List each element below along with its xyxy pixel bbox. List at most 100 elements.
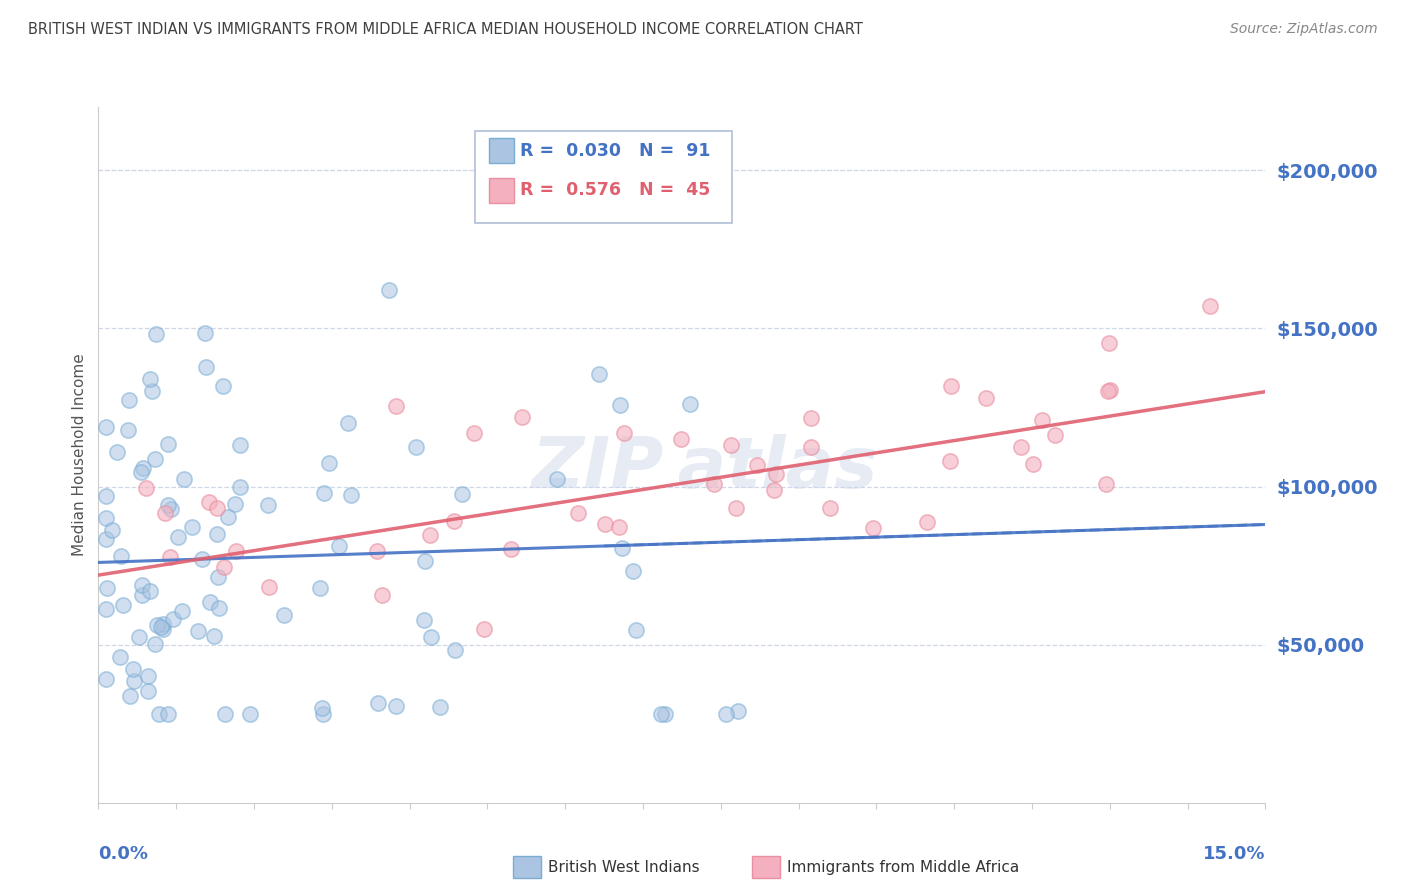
Point — [405, 440, 427, 454]
Point — [311, 701, 333, 715]
Point — [96, 420, 118, 434]
Point — [613, 426, 636, 441]
Point — [120, 690, 142, 704]
Point — [117, 393, 139, 408]
Point — [610, 541, 633, 555]
Point — [318, 457, 340, 471]
Point — [1097, 384, 1119, 399]
Point — [340, 488, 363, 502]
Point — [1043, 427, 1066, 442]
Point — [366, 543, 388, 558]
Point — [259, 580, 281, 594]
Point — [181, 520, 204, 534]
Point — [624, 623, 647, 637]
Point — [190, 551, 212, 566]
Point — [211, 379, 233, 393]
Point — [415, 554, 437, 568]
Point — [443, 642, 465, 657]
Point — [153, 506, 176, 520]
Point — [96, 672, 118, 686]
Point — [669, 432, 692, 446]
Text: R =  0.576   N =  45: R = 0.576 N = 45 — [520, 181, 710, 199]
Point — [413, 613, 436, 627]
Point — [111, 599, 134, 613]
Point — [194, 359, 217, 374]
Point — [108, 650, 131, 665]
Point — [384, 699, 406, 714]
Point — [129, 466, 152, 480]
Point — [173, 472, 195, 486]
Point — [143, 452, 166, 467]
Point — [217, 510, 239, 524]
Point — [239, 707, 262, 722]
Point — [510, 409, 533, 424]
Point — [96, 533, 118, 547]
Point — [138, 669, 160, 683]
Text: British West Indians: British West Indians — [548, 860, 700, 874]
Point — [337, 416, 360, 430]
Point — [159, 501, 181, 516]
Point — [1095, 476, 1118, 491]
Point — [207, 501, 229, 516]
Point — [136, 684, 159, 698]
Point — [308, 581, 330, 595]
Text: R =  0.030   N =  91: R = 0.030 N = 91 — [520, 142, 710, 160]
Point — [714, 707, 737, 722]
Point — [650, 707, 672, 722]
Point — [207, 570, 229, 584]
Point — [273, 607, 295, 622]
Point — [314, 485, 336, 500]
Point — [720, 438, 742, 452]
Point — [143, 637, 166, 651]
Point — [198, 594, 221, 608]
Point — [818, 500, 841, 515]
Point — [762, 483, 785, 498]
Text: ZIP atlas: ZIP atlas — [531, 434, 879, 503]
Text: BRITISH WEST INDIAN VS IMMIGRANTS FROM MIDDLE AFRICA MEDIAN HOUSEHOLD INCOME COR: BRITISH WEST INDIAN VS IMMIGRANTS FROM M… — [28, 22, 863, 37]
Point — [132, 460, 155, 475]
Point — [593, 516, 616, 531]
Point — [205, 527, 228, 541]
Point — [429, 699, 451, 714]
Point — [96, 511, 118, 525]
Point — [443, 514, 465, 528]
Point — [765, 467, 787, 481]
Point — [193, 326, 215, 340]
Point — [187, 624, 209, 638]
Point — [224, 497, 246, 511]
Text: 0.0%: 0.0% — [98, 845, 149, 863]
Point — [156, 499, 179, 513]
Point — [128, 630, 150, 644]
Point — [1022, 458, 1045, 472]
Point — [138, 372, 160, 386]
Point — [202, 630, 225, 644]
Point — [212, 559, 235, 574]
Point — [501, 541, 523, 556]
Point — [371, 588, 394, 602]
Point — [152, 622, 174, 636]
Point — [152, 617, 174, 632]
Point — [724, 501, 747, 516]
Point — [312, 707, 335, 722]
Text: Source: ZipAtlas.com: Source: ZipAtlas.com — [1230, 22, 1378, 37]
Point — [146, 618, 169, 632]
Point — [110, 549, 132, 563]
Point — [229, 438, 252, 452]
Point — [1031, 413, 1053, 427]
Point — [122, 674, 145, 689]
Point — [328, 539, 350, 553]
Point — [862, 521, 884, 535]
Point — [148, 707, 170, 722]
Point — [131, 578, 153, 592]
Point — [162, 612, 184, 626]
Point — [1199, 299, 1222, 313]
Text: Immigrants from Middle Africa: Immigrants from Middle Africa — [787, 860, 1019, 874]
Point — [1010, 440, 1032, 454]
Point — [939, 454, 962, 468]
Point — [703, 476, 725, 491]
Point — [96, 581, 118, 595]
Point — [451, 487, 474, 501]
Point — [385, 399, 408, 413]
Point — [974, 391, 997, 405]
Point — [225, 544, 247, 558]
